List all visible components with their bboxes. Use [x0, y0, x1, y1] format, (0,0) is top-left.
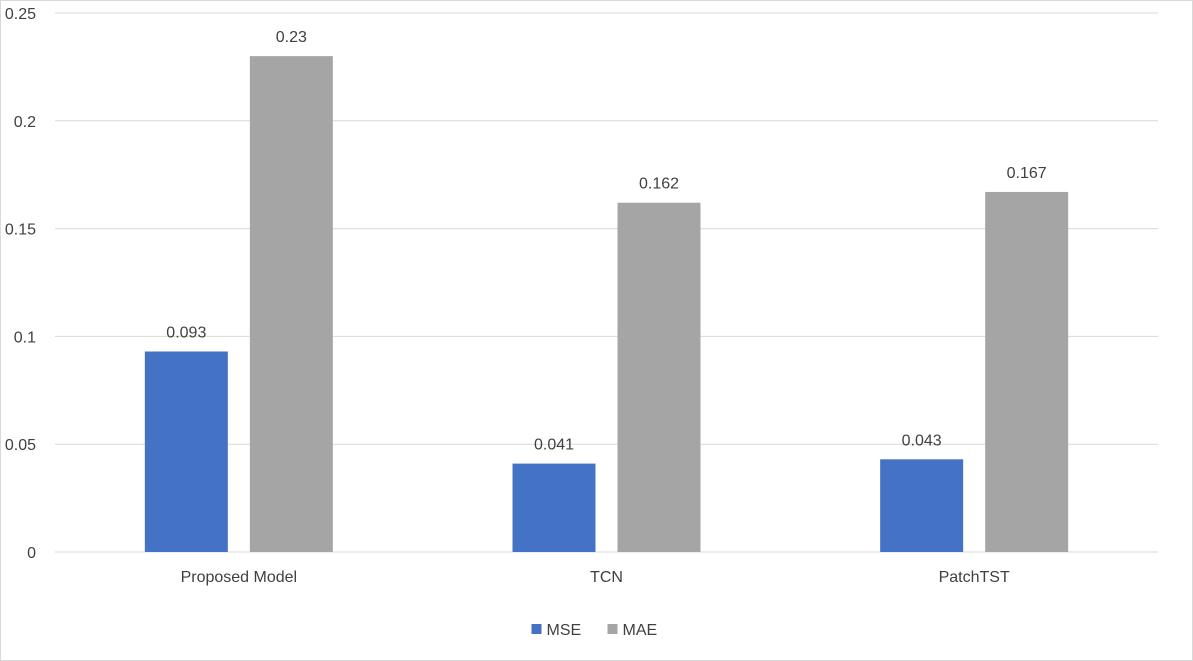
y-tick-label: 0.05 [5, 437, 36, 454]
data-label-mse-2: 0.043 [902, 432, 942, 449]
legend-label-mse: MSE [547, 622, 582, 639]
bar-mae-0 [249, 56, 333, 553]
bar-mae-1 [617, 202, 701, 552]
x-category-label: Proposed Model [181, 569, 298, 586]
bar-mae-2 [985, 191, 1069, 552]
x-axis-category-labels: Proposed Model TCN PatchTST [181, 569, 1010, 586]
data-label-mae-0: 0.23 [276, 29, 307, 46]
data-label-mse-1: 0.041 [534, 437, 574, 454]
data-labels: 0.093 0.23 0.041 0.162 0.043 0.167 [166, 29, 1046, 453]
bar-mse-0 [144, 351, 228, 552]
y-axis-tick-labels: 0 0.05 0.1 0.15 0.2 0.25 [5, 6, 36, 562]
data-label-mae-1: 0.162 [639, 176, 679, 193]
bar-mse-1 [512, 463, 596, 552]
gridlines [55, 12, 1158, 553]
data-label-mse-0: 0.093 [166, 324, 206, 341]
data-label-mae-2: 0.167 [1007, 165, 1047, 182]
bars [144, 56, 1069, 553]
y-tick-label: 0.1 [14, 329, 36, 346]
x-category-label: PatchTST [939, 569, 1010, 586]
legend-swatch-mae [607, 624, 618, 634]
y-tick-label: 0.25 [5, 6, 36, 23]
y-tick-label: 0 [27, 545, 36, 562]
legend: MSE MAE [531, 622, 658, 639]
y-tick-label: 0.15 [5, 222, 36, 239]
legend-swatch-mse [531, 624, 542, 634]
x-category-label: TCN [590, 569, 623, 586]
bar-mse-2 [880, 459, 964, 552]
y-tick-label: 0.2 [14, 114, 36, 131]
legend-label-mae: MAE [623, 622, 658, 639]
